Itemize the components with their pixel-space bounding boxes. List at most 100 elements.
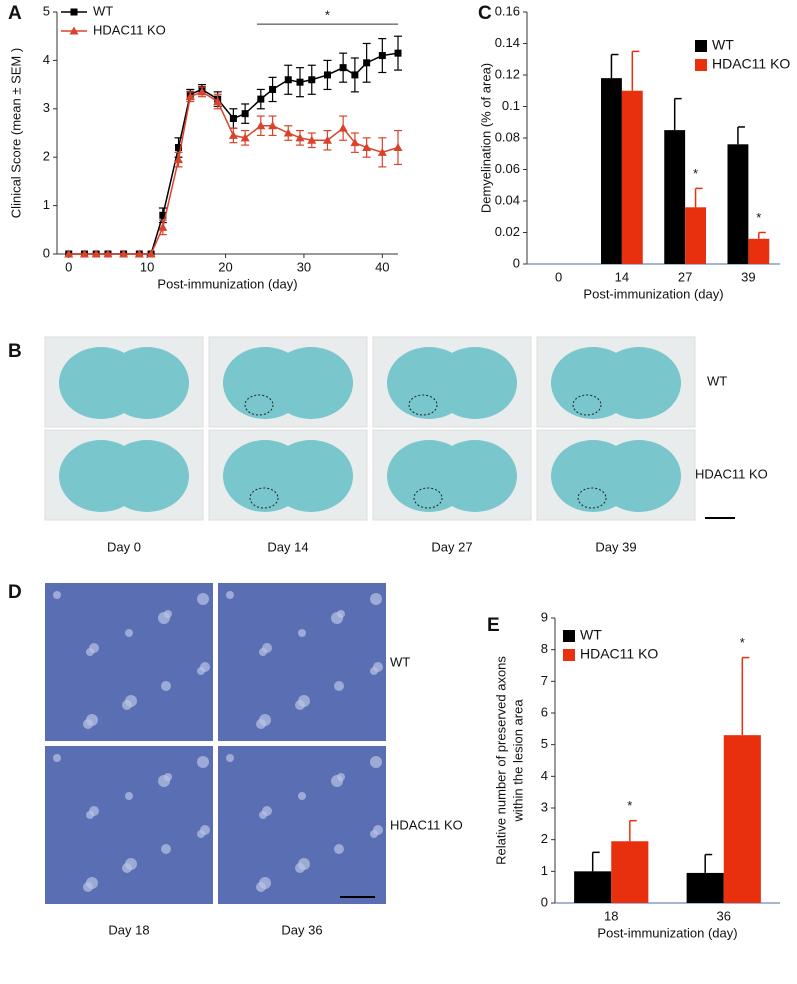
texture	[161, 681, 171, 691]
tissue	[105, 347, 189, 419]
point	[323, 71, 331, 79]
y-tick-label: 2	[541, 831, 548, 846]
panel-letter: D	[8, 582, 22, 603]
y-tick-label: 0	[513, 255, 520, 270]
x-tick-label: 20	[218, 259, 232, 274]
texture	[53, 754, 61, 762]
y-tick-label: 0.1	[502, 98, 520, 113]
panel-letter: E	[487, 615, 500, 636]
significance-mark: *	[693, 166, 698, 181]
texture	[122, 863, 132, 873]
y-tick-label: 1	[43, 197, 50, 212]
y-tick-label: 9	[541, 609, 548, 624]
texture	[83, 719, 93, 729]
y-tick-label: 4	[541, 768, 548, 783]
x-tick-label: 39	[741, 269, 755, 284]
y-tick-label: 0.02	[495, 224, 520, 239]
point	[257, 95, 265, 103]
row-label: HDAC11 KO	[390, 817, 463, 832]
point	[362, 143, 372, 152]
texture	[197, 593, 209, 605]
panel-letter: A	[8, 3, 22, 24]
y-tick-label: 3	[541, 799, 548, 814]
point	[268, 121, 278, 130]
y-tick-label: 0.04	[495, 192, 520, 207]
x-tick-label: 14	[615, 269, 629, 284]
y-tick-label: 0.06	[495, 161, 520, 176]
y-tick-label: 8	[541, 641, 548, 656]
point	[119, 249, 129, 258]
point	[229, 114, 237, 122]
micrograph	[218, 746, 386, 904]
texture	[197, 667, 205, 675]
legend-swatch	[563, 630, 575, 642]
point	[256, 121, 266, 130]
texture	[86, 811, 94, 819]
texture	[83, 882, 93, 892]
x-tick-label: 0	[65, 259, 72, 274]
micrograph	[218, 583, 386, 741]
texture	[158, 612, 170, 624]
row-label: WT	[390, 654, 410, 669]
texture	[259, 811, 267, 819]
micrograph	[45, 583, 213, 741]
point	[394, 49, 402, 57]
legend-label: WT	[93, 3, 113, 18]
x-tick-label: 18	[604, 908, 618, 923]
y-axis-label: Relative number of preserved axons	[493, 656, 508, 865]
significance-mark: *	[627, 798, 632, 813]
panel-letter: B	[8, 341, 22, 362]
y-axis-label: Demyelination (% of area)	[478, 63, 493, 213]
bar	[621, 90, 643, 264]
y-tick-label: 5	[541, 736, 548, 751]
texture	[298, 792, 306, 800]
y-tick-label: 0.16	[495, 3, 520, 18]
point	[134, 249, 144, 258]
bar	[723, 735, 761, 903]
legend-marker	[69, 26, 79, 35]
point	[103, 249, 113, 258]
texture	[256, 719, 266, 729]
column-label: Day 27	[431, 539, 472, 554]
point	[79, 249, 89, 258]
point	[322, 135, 332, 144]
x-axis-label: Post-immunization (day)	[157, 276, 297, 291]
tissue	[269, 440, 353, 512]
point	[269, 85, 277, 93]
point	[350, 138, 360, 147]
texture	[197, 830, 205, 838]
column-label: Day 39	[595, 539, 636, 554]
point	[284, 76, 292, 84]
significance-mark: *	[325, 8, 330, 23]
point	[338, 123, 348, 132]
point	[175, 144, 183, 152]
tissue	[433, 440, 517, 512]
point	[197, 87, 207, 96]
tissue	[597, 440, 681, 512]
texture	[298, 629, 306, 637]
texture	[370, 756, 382, 768]
column-label: Day 18	[108, 922, 149, 937]
point	[307, 135, 317, 144]
bar	[611, 841, 649, 903]
y-tick-label: 0.14	[495, 35, 520, 50]
texture	[53, 591, 61, 599]
point	[296, 78, 304, 86]
y-tick-label: 4	[43, 52, 50, 67]
legend-swatch	[563, 649, 575, 661]
significance-mark: *	[740, 635, 745, 650]
texture	[125, 629, 133, 637]
texture	[295, 700, 305, 710]
y-axis-label: Clinical Score (mean ± SEM )	[8, 48, 23, 218]
bar	[685, 207, 706, 264]
point	[377, 147, 387, 156]
micrograph	[45, 746, 213, 904]
row-label: HDAC11 KO	[695, 466, 768, 481]
bar	[686, 872, 724, 903]
legend-label: HDAC11 KO	[712, 56, 790, 72]
bar	[727, 144, 749, 264]
lesion-outline	[572, 394, 602, 416]
point	[308, 76, 316, 84]
point	[241, 110, 249, 118]
